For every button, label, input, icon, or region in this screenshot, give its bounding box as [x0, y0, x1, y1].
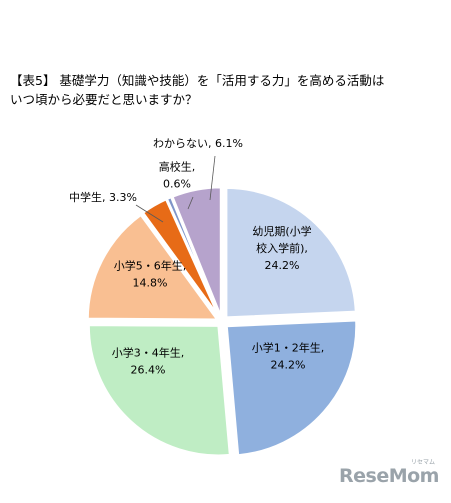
slice-label-5-line-1: 中学生, 3.3%: [69, 190, 137, 204]
slice-label-2-line-2: 24.2%: [271, 359, 306, 372]
slice-label-3: 小学3・4年生, 26.4%: [112, 346, 185, 377]
slice-label-1-line-3: 24.2%: [265, 259, 300, 272]
chart-title: 【表5】 基礎学力（知識や技能）を「活用する力」を高める活動は いつ頃から必要だ…: [10, 71, 430, 109]
pie-slice-2: [225, 318, 358, 457]
pie-slice-3: [87, 323, 232, 457]
slice-label-4-line-2: 14.8%: [133, 277, 168, 290]
pie-slice-1: [224, 186, 358, 319]
slice-label-7: わからない, 6.1%: [153, 137, 243, 150]
leader-line-6: [187, 196, 194, 210]
slice-label-6: 高校生, 0.6%: [159, 160, 196, 191]
slice-label-4: 小学5・6年生, 14.8%: [114, 259, 187, 290]
slice-label-3-line-1: 小学3・4年生,: [112, 346, 185, 360]
slice-label-1-line-2: 校入学前),: [256, 241, 308, 255]
slice-label-7-line-1: わからない, 6.1%: [153, 137, 243, 150]
slice-label-5: 中学生, 3.3%: [69, 190, 137, 204]
leader-line-7: [209, 155, 216, 201]
chart-title-line-1: 【表5】 基礎学力（知識や技能）を「活用する力」を高める活動は: [10, 73, 385, 88]
slice-label-2-line-1: 小学1・2年生,: [252, 341, 325, 355]
slice-label-6-line-1: 高校生,: [159, 160, 196, 174]
slice-label-1-line-1: 幼児期(小学: [252, 224, 311, 238]
pie-slice-7: [170, 185, 223, 318]
resemom-logo: ReseMom リセマム: [339, 459, 439, 487]
logo-subtext: リセマム: [411, 459, 436, 466]
pie-slice-4: [86, 212, 221, 321]
slice-label-3-line-2: 26.4%: [131, 364, 166, 377]
slice-label-1: 幼児期(小学校入学前), 24.2%: [252, 224, 311, 272]
leader-line-5: [135, 204, 164, 223]
slice-label-6-line-2: 0.6%: [163, 178, 191, 191]
slice-label-2: 小学1・2年生, 24.2%: [252, 341, 325, 372]
slice-label-4-line-1: 小学5・6年生,: [114, 259, 187, 273]
logo-text: ReseMom: [339, 465, 439, 487]
chart-title-line-2: いつ頃から必要だと思いますか？: [10, 92, 198, 107]
